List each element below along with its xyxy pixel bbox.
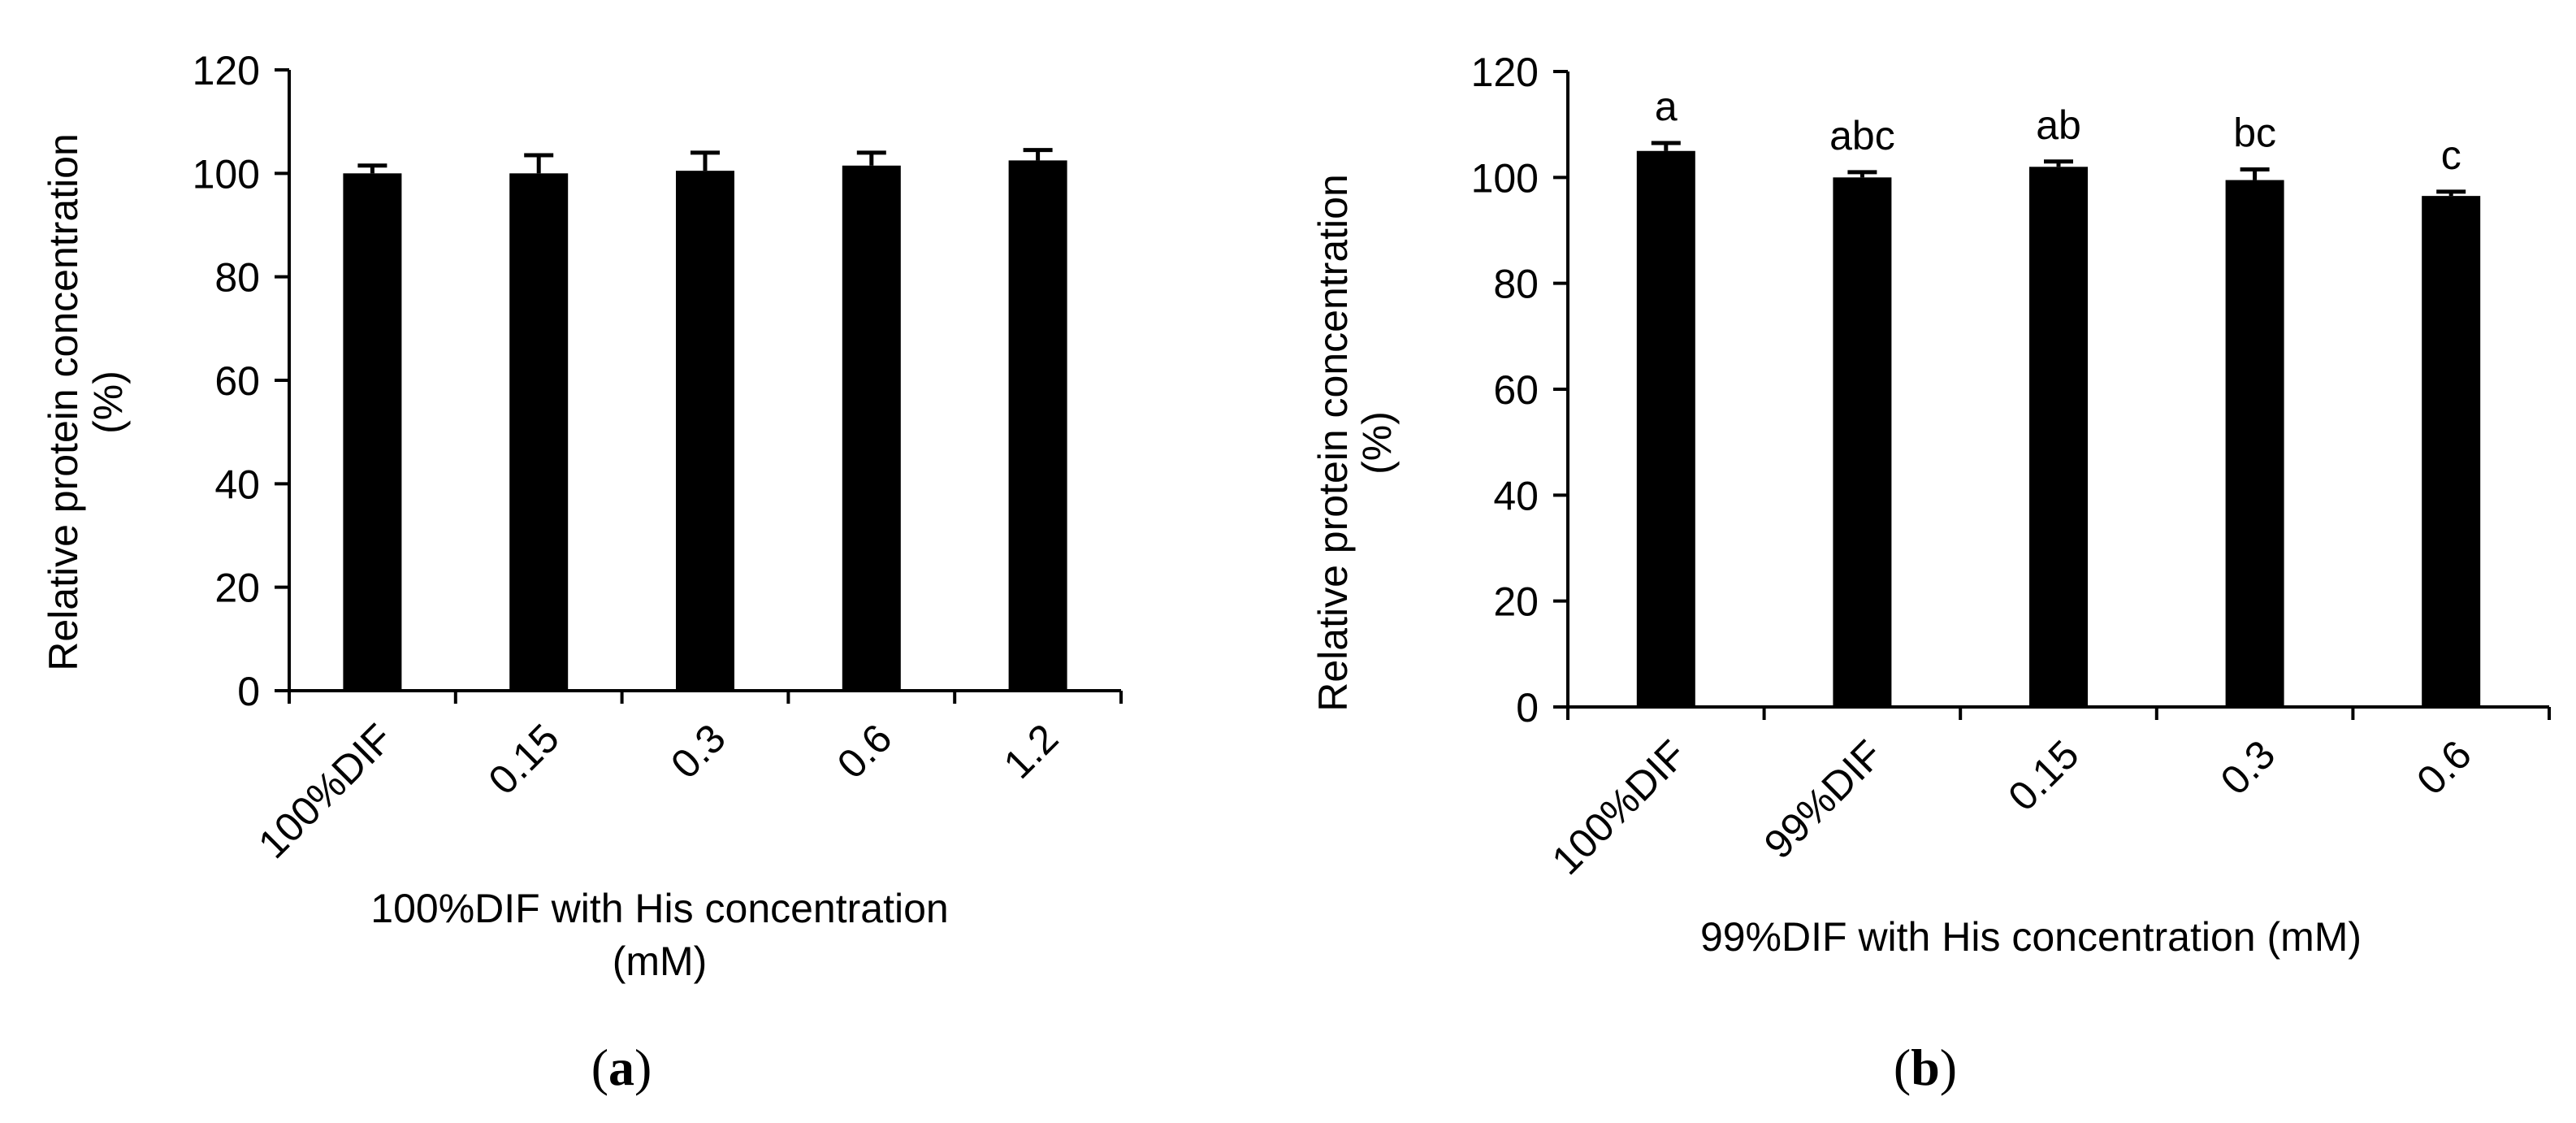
- significance-label: a: [1655, 84, 1678, 129]
- bar: [676, 171, 734, 691]
- x-category-label: 1.2: [995, 715, 1067, 787]
- y-axis-ticks-a: 0 20 40 60 80 100 120: [193, 48, 289, 714]
- bars-b: a abc ab bc c: [1636, 84, 2481, 708]
- x-category-label: 0.6: [829, 715, 901, 787]
- significance-label: bc: [2233, 111, 2276, 156]
- x-axis-title-line-2: (mM): [613, 939, 708, 984]
- x-category-label: 0.6: [2408, 731, 2480, 804]
- y-tick-label: 60: [1493, 367, 1539, 413]
- x-category-label: 0.15: [1999, 731, 2087, 819]
- bar: [2029, 167, 2088, 708]
- panel-label-letter: b: [1911, 1038, 1940, 1096]
- bar: [343, 173, 402, 692]
- y-axis-ticks-b: 0 20 40 60 80 100 120: [1471, 50, 1568, 731]
- y-tick-label: 80: [1493, 262, 1539, 307]
- bar: [842, 165, 901, 692]
- x-category-label: 0.15: [480, 715, 568, 803]
- y-tick-label: 60: [214, 358, 260, 404]
- y-axis-title-line-2: (%): [85, 371, 131, 434]
- y-axis-title-line-1: Relative protein concentration: [1310, 174, 1356, 712]
- panel-label-b: (b): [1894, 1038, 1957, 1096]
- x-category-label: 0.3: [2212, 731, 2284, 804]
- bar: [509, 173, 569, 692]
- y-tick-label: 40: [1493, 473, 1539, 518]
- x-category-label: 0.3: [662, 715, 734, 787]
- y-axis-title-b: Relative protein concentration (%): [1310, 174, 1400, 712]
- x-axis-categories-a: 100%DIF 0.15 0.3 0.6 1.2: [249, 715, 1067, 867]
- y-tick-label: 20: [214, 566, 260, 611]
- chart-panel-b: Relative protein concentration (%) 0 20 40…: [1310, 50, 2551, 1096]
- panel-label-a: (a): [591, 1038, 652, 1096]
- axes-b: [1566, 72, 2551, 720]
- chart-panel-a: Relative protein concentration (%) 0 20 40…: [41, 48, 1123, 1096]
- y-tick-label: 40: [214, 462, 260, 507]
- bar: [1636, 150, 1695, 707]
- axes-a: [288, 70, 1123, 704]
- bar: [1008, 160, 1067, 691]
- x-axis-title-b: 99%DIF with His concentration (mM): [1700, 914, 2362, 960]
- panel-label-letter: a: [608, 1038, 634, 1096]
- bars-a: [343, 148, 1067, 692]
- x-axis-title-line-1: 100%DIF with His concentration: [370, 886, 948, 931]
- bar: [1833, 177, 1892, 708]
- x-category-label: 100%DIF: [249, 715, 401, 867]
- y-axis-title-line-1: Relative protein concentration: [41, 133, 86, 671]
- y-tick-label: 0: [1516, 685, 1539, 731]
- y-tick-label: 100: [1471, 155, 1539, 201]
- x-category-label: 100%DIF: [1543, 731, 1695, 883]
- significance-label: abc: [1829, 113, 1895, 158]
- y-tick-label: 100: [193, 151, 260, 197]
- y-axis-title-line-2: (%): [1354, 411, 1400, 475]
- bar: [2422, 196, 2481, 707]
- x-category-label: 99%DIF: [1756, 731, 1891, 867]
- significance-label: c: [2441, 132, 2461, 178]
- y-tick-label: 120: [193, 48, 260, 93]
- y-tick-label: 0: [237, 669, 260, 714]
- x-axis-categories-b: 100%DIF 99%DIF 0.15 0.3 0.6: [1543, 731, 2480, 883]
- y-tick-label: 120: [1471, 50, 1539, 95]
- x-axis-title-line-1: 99%DIF with His concentration (mM): [1700, 914, 2362, 960]
- y-tick-label: 20: [1493, 579, 1539, 625]
- x-axis-title-a: 100%DIF with His concentration (mM): [370, 886, 948, 984]
- y-axis-title-a: Relative protein concentration (%): [41, 133, 131, 671]
- bar: [2225, 180, 2284, 707]
- y-tick-label: 80: [214, 255, 260, 301]
- significance-label: ab: [2036, 102, 2081, 148]
